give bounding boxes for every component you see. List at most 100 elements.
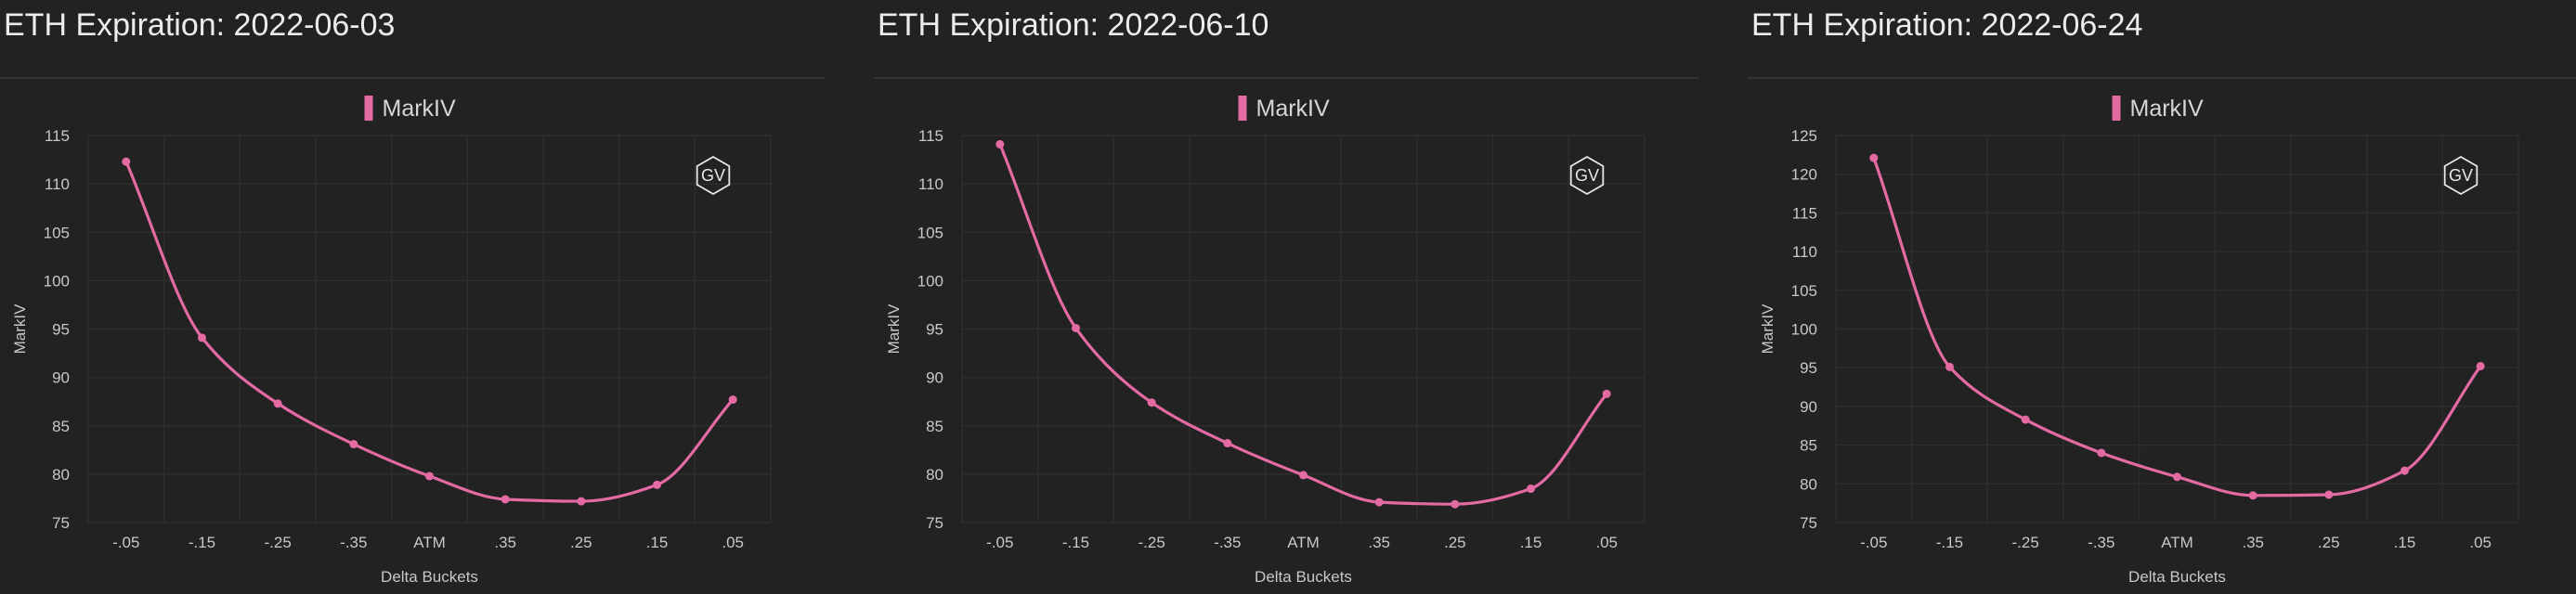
data-point[interactable] (1527, 484, 1535, 494)
series-line (998, 142, 1608, 506)
y-tick-label: 115 (918, 127, 943, 145)
hexagon-shape (696, 155, 731, 196)
y-tick-label: 80 (1800, 475, 1817, 493)
y-axis-title: MarkIV (885, 303, 903, 355)
x-tick-label: -.05 (112, 534, 139, 551)
data-point[interactable] (577, 497, 586, 506)
x-tick-label: ATM (2161, 534, 2193, 551)
legend[interactable]: MarkIV (2112, 96, 2205, 122)
legend-label: MarkIV (2130, 96, 2205, 122)
x-axis-title: Delta Buckets (1255, 568, 1352, 586)
x-tick-label: .35 (2242, 534, 2264, 551)
title-divider (0, 77, 825, 79)
data-point[interactable] (1147, 398, 1156, 407)
x-tick-label: -.25 (2012, 534, 2039, 551)
line-chart: 75 80 85 90 95 100 105 110 115 -.05 -.15 -.25 -.35 AT… (885, 96, 1646, 586)
title-divider (1748, 77, 2576, 79)
x-tick-label: ATM (413, 534, 446, 551)
data-point[interactable] (995, 139, 1005, 148)
x-axis-title: Delta Buckets (381, 568, 478, 586)
y-tick-label: 95 (926, 321, 943, 339)
data-point[interactable] (1072, 323, 1080, 332)
data-point[interactable] (1945, 362, 1954, 371)
y-tick-label: 105 (44, 224, 70, 241)
series-line (124, 160, 735, 503)
x-tick-label: .15 (2394, 534, 2416, 551)
x-tick-label: .35 (494, 534, 516, 551)
data-point[interactable] (273, 399, 282, 408)
data-point[interactable] (1299, 471, 1308, 480)
y-tick-label: 90 (1800, 398, 1817, 416)
legend-label: MarkIV (383, 96, 457, 122)
data-point[interactable] (1869, 153, 1879, 162)
data-point[interactable] (2097, 448, 2106, 458)
chart-title: ETH Expiration: 2022-06-24 (1751, 7, 2143, 43)
data-point[interactable] (425, 471, 434, 481)
data-point[interactable] (122, 157, 131, 166)
legend[interactable]: MarkIV (1238, 96, 1331, 122)
data-point[interactable] (2021, 415, 2030, 424)
y-tick-label: 100 (1791, 321, 1817, 339)
legend-swatch (364, 96, 373, 121)
hexagon-logo-icon: GV (1569, 155, 1605, 196)
y-axis-title: MarkIV (11, 303, 29, 355)
data-point[interactable] (198, 333, 206, 342)
y-tick-label: 85 (52, 418, 70, 435)
data-point[interactable] (1602, 389, 1611, 398)
x-tick-label: .05 (2469, 534, 2491, 551)
data-point[interactable] (2248, 491, 2257, 500)
y-tick-label: 110 (45, 175, 70, 193)
data-point[interactable] (1223, 439, 1232, 448)
chart-title: ETH Expiration: 2022-06-03 (4, 7, 396, 43)
grid (1835, 135, 2519, 523)
x-tick-label: -.05 (986, 534, 1013, 551)
data-point[interactable] (501, 495, 510, 504)
line-chart: 75 80 85 90 95 100 105 110 115 -.05 -.15 -.25 -.35 AT… (11, 96, 772, 586)
x-tick-label: -.25 (265, 534, 292, 551)
data-point[interactable] (2400, 466, 2409, 475)
chart-panel-3: ETH Expiration: 2022-06-24 75 80 85 90 95 100… (1748, 0, 2576, 594)
x-tick-label: -.15 (1936, 534, 1963, 551)
x-tick-label: -.25 (1138, 534, 1165, 551)
legend[interactable]: MarkIV (364, 96, 457, 122)
x-tick-label: -.35 (340, 534, 367, 551)
x-tick-label: .35 (1368, 534, 1390, 551)
x-tick-label: .25 (1444, 534, 1466, 551)
y-tick-label: 90 (926, 369, 943, 387)
data-point[interactable] (2173, 472, 2181, 482)
hexagon-shape (1569, 155, 1605, 196)
y-tick-label: 85 (1800, 437, 1817, 455)
data-point[interactable] (2324, 490, 2334, 499)
grid (961, 135, 1646, 523)
x-tick-label: .05 (722, 534, 744, 551)
y-tick-label: 125 (1791, 127, 1817, 145)
y-tick-label: 100 (917, 272, 943, 290)
y-tick-label: 120 (1791, 166, 1817, 184)
legend-swatch (1238, 96, 1247, 121)
chart-title: ETH Expiration: 2022-06-10 (878, 7, 1269, 43)
y-axis-title: MarkIV (1759, 303, 1776, 355)
chart-panel-1: ETH Expiration: 2022-06-03 75 80 85 90 95 100… (0, 0, 825, 594)
hexagon-shape (2443, 155, 2478, 196)
data-point[interactable] (653, 480, 661, 489)
hexagon-logo-icon: GV (2443, 155, 2478, 196)
y-tick-label: 80 (926, 466, 943, 484)
line-chart: 75 80 85 90 95 100 105 110 115 120 125 -.05 -.15 -.25… (1759, 96, 2519, 586)
y-tick-label: 90 (52, 369, 70, 387)
y-tick-label: 95 (52, 321, 70, 339)
data-point[interactable] (1451, 499, 1460, 509)
hexagon-logo-icon: GV (696, 155, 731, 196)
data-point[interactable] (1374, 497, 1384, 507)
chart-panel-2: ETH Expiration: 2022-06-10 75 80 85 90 95 100… (874, 0, 1698, 594)
y-tick-label: 75 (52, 514, 70, 532)
data-point[interactable] (728, 395, 737, 405)
data-point[interactable] (349, 440, 358, 449)
y-tick-label: 75 (926, 514, 943, 532)
x-tick-label: .15 (1520, 534, 1542, 551)
y-tick-label: 95 (1800, 359, 1817, 377)
data-point[interactable] (2476, 362, 2485, 371)
x-tick-label: .05 (1595, 534, 1618, 551)
legend-label: MarkIV (1256, 96, 1331, 122)
logo-text: GV (2449, 166, 2473, 185)
grid (87, 135, 772, 523)
